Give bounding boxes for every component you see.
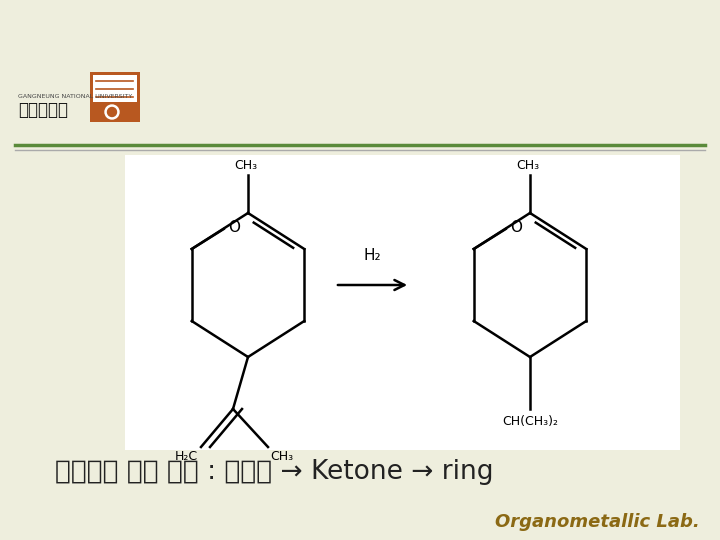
Text: H₂C: H₂C (175, 450, 198, 463)
Text: Organometallic Lab.: Organometallic Lab. (495, 513, 700, 531)
Text: CH₃: CH₃ (235, 159, 258, 172)
Text: CH(CH₃)₂: CH(CH₃)₂ (502, 415, 558, 428)
Text: CH₃: CH₃ (270, 450, 293, 463)
Text: 수소화가 되는 순서 : 치환기 → Ketone → ring: 수소화가 되는 순서 : 치환기 → Ketone → ring (55, 459, 493, 485)
Bar (125, 155, 680, 450)
Text: H₂: H₂ (364, 248, 382, 263)
Bar (90, 72, 140, 122)
Circle shape (107, 107, 117, 117)
Text: O: O (510, 219, 522, 234)
Bar (15, 65, 145, 140)
Text: 강릉대학교: 강릉대학교 (18, 101, 68, 119)
Bar (93, 75, 137, 102)
Text: CH₃: CH₃ (516, 159, 539, 172)
Circle shape (105, 105, 119, 119)
Text: O: O (228, 219, 240, 234)
Text: GANGNEUNG NATIONAL UNIVERSITY: GANGNEUNG NATIONAL UNIVERSITY (18, 94, 132, 99)
